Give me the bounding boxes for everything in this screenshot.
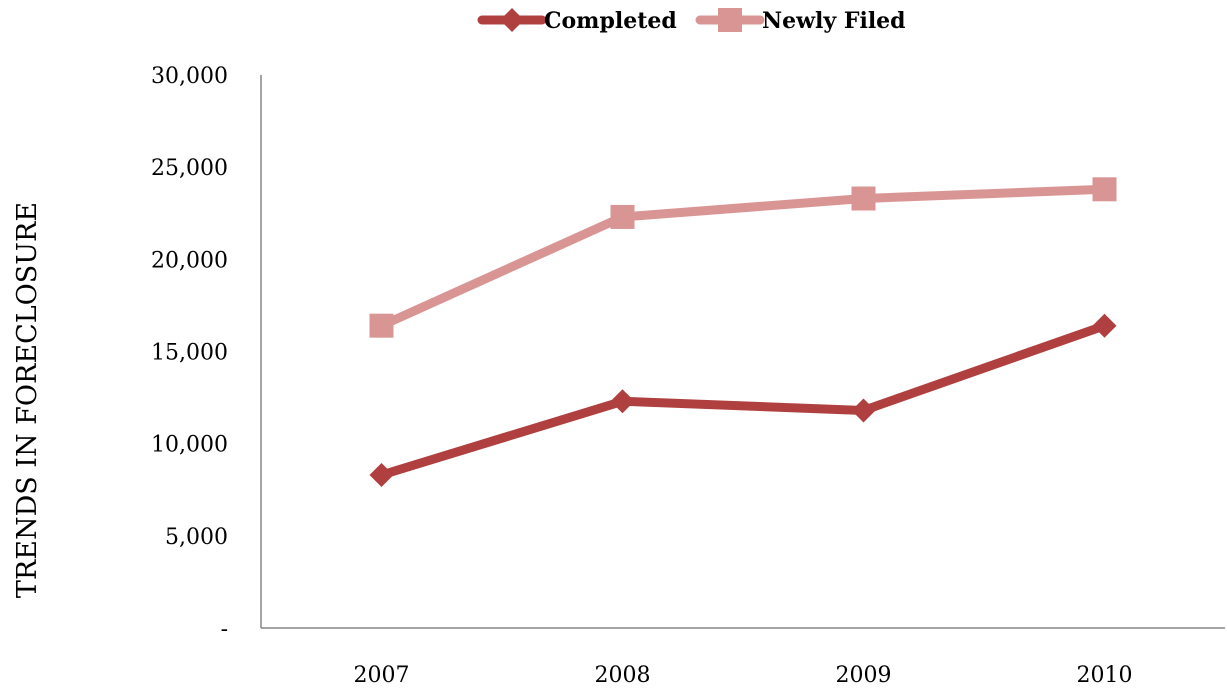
y-tick-label: 10,000 xyxy=(151,433,228,458)
series-completed xyxy=(369,313,1117,488)
y-tick-label: - xyxy=(221,617,228,642)
data-point-marker xyxy=(610,204,635,229)
series-line xyxy=(377,184,1109,331)
y-tick-label: 20,000 xyxy=(151,248,228,273)
legend-item: Completed xyxy=(477,8,677,34)
legend-label: Newly Filed xyxy=(762,8,906,34)
x-tick-label: 2010 xyxy=(1077,663,1133,688)
data-point-marker xyxy=(369,313,394,338)
y-axis-title: TRENDS IN FORECLOSURE xyxy=(12,202,43,598)
legend: Completed Newly Filed xyxy=(477,8,906,34)
y-tick-label: 15,000 xyxy=(151,341,228,366)
series-line xyxy=(377,321,1109,480)
legend-swatch-marker xyxy=(718,8,742,32)
legend-label: Completed xyxy=(544,8,677,34)
data-point-marker xyxy=(1092,313,1117,338)
data-point-marker xyxy=(610,389,635,414)
data-point-marker xyxy=(369,463,394,488)
y-tick-label: 5,000 xyxy=(165,525,228,550)
x-axis-ticks: 2007 2008 2009 2010 xyxy=(354,663,1133,688)
legend-item: Newly Filed xyxy=(695,8,906,34)
data-point-marker xyxy=(1092,177,1117,202)
y-tick-label: 30,000 xyxy=(151,64,228,89)
x-tick-label: 2007 xyxy=(354,663,410,688)
data-point-marker xyxy=(851,186,876,211)
x-tick-label: 2009 xyxy=(836,663,892,688)
series-newly-filed xyxy=(369,177,1117,338)
y-tick-label: 25,000 xyxy=(151,156,228,181)
y-axis-ticks: - 5,000 10,000 15,000 20,000 25,000 30,000 xyxy=(151,64,228,642)
x-tick-label: 2008 xyxy=(595,663,651,688)
series-layer xyxy=(369,177,1117,488)
data-point-marker xyxy=(851,398,876,423)
legend-swatch-marker xyxy=(500,8,524,32)
